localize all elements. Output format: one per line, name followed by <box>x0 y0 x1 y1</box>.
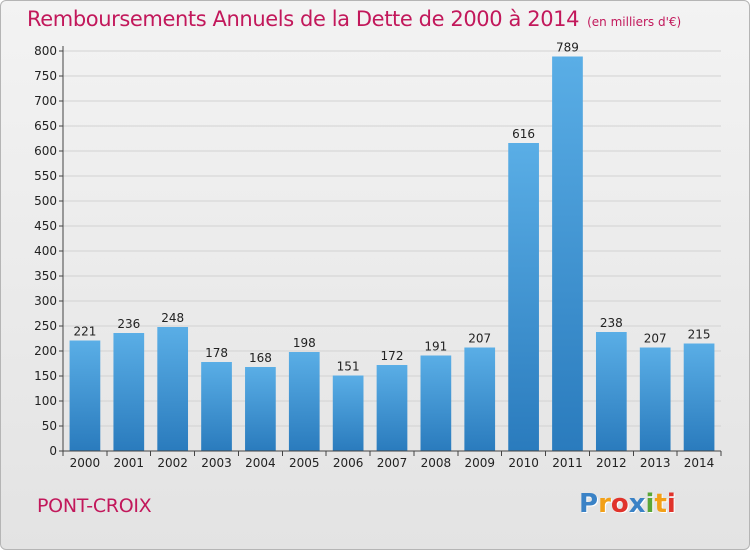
x-axis-ticks: 2000 2001 2002 2003 2004 2005 2006 2007 2008 2009… <box>62 451 722 470</box>
y-tick-label: 150 <box>34 369 57 383</box>
bar-2012 <box>595 332 627 451</box>
town-name: PONT-CROIX <box>37 495 152 517</box>
y-tick-label: 450 <box>34 219 57 233</box>
data-label-2011: 789 <box>556 41 579 55</box>
y-tick-label: 700 <box>34 94 57 108</box>
bar-2009 <box>464 347 496 451</box>
bar-2003 <box>201 362 232 451</box>
y-tick-label: 300 <box>34 294 57 308</box>
x-tick-label: 2010 <box>508 456 539 470</box>
x-tick-label: 2007 <box>377 456 408 470</box>
x-tick-label: 2013 <box>640 456 671 470</box>
data-label-2001: 236 <box>117 317 140 331</box>
bar-2001 <box>113 333 145 451</box>
bar-2007 <box>376 365 408 451</box>
y-tick-label: 400 <box>34 244 57 258</box>
logo-letter: i <box>666 489 676 519</box>
data-label-2008: 191 <box>424 340 447 354</box>
y-tick-label: 0 <box>49 444 57 458</box>
logo-letter: P <box>579 489 599 519</box>
bars <box>69 56 715 451</box>
logo-letter: o <box>610 489 629 519</box>
x-tick-label: 2001 <box>114 456 145 470</box>
chart-title-text: Remboursements Annuels de la Dette de 20… <box>27 7 580 31</box>
bar-2013 <box>639 347 671 451</box>
x-tick-label: 2000 <box>70 456 101 470</box>
bar-2006 <box>332 375 364 451</box>
y-tick-label: 750 <box>34 69 57 83</box>
logo-letter: t <box>654 489 667 519</box>
x-tick-label: 2011 <box>552 456 583 470</box>
data-label-2003: 178 <box>205 346 228 360</box>
data-label-2012: 238 <box>600 316 623 330</box>
x-tick-label: 2005 <box>289 456 320 470</box>
data-label-2006: 151 <box>337 360 360 374</box>
x-tick-label: 2009 <box>464 456 495 470</box>
logo-letter: r <box>598 489 611 519</box>
data-label-2010: 616 <box>512 127 535 141</box>
y-tick-label: 800 <box>34 44 57 58</box>
x-tick-label: 2004 <box>245 456 276 470</box>
bar-2002 <box>157 327 189 451</box>
y-tick-label: 550 <box>34 169 57 183</box>
y-tick-label: 50 <box>42 419 57 433</box>
logo-letter: x <box>628 489 646 519</box>
chart-title: Remboursements Annuels de la Dette de 20… <box>27 7 681 31</box>
data-label-2013: 207 <box>644 332 667 346</box>
chart-unit-note: (en milliers d'€) <box>587 15 682 29</box>
bar-2008 <box>420 355 452 451</box>
y-tick-label: 650 <box>34 119 57 133</box>
logo-letter: i <box>645 489 655 519</box>
bar-2014 <box>683 343 715 451</box>
y-tick-label: 200 <box>34 344 57 358</box>
y-tick-label: 350 <box>34 269 57 283</box>
y-axis-ticks: 0 50 100 150 200 250 300 350 400 450 500 550 600 650 7… <box>34 44 63 458</box>
x-tick-label: 2014 <box>684 456 715 470</box>
bar-2000 <box>69 340 101 451</box>
data-label-2014: 215 <box>688 328 711 342</box>
x-tick-label: 2012 <box>596 456 627 470</box>
data-label-2002: 248 <box>161 311 184 325</box>
bar-2010 <box>508 143 539 451</box>
data-label-2004: 168 <box>249 351 272 365</box>
y-tick-label: 250 <box>34 319 57 333</box>
x-tick-label: 2003 <box>201 456 232 470</box>
y-tick-label: 500 <box>34 194 57 208</box>
data-labels: 221 236 248 178 168 198 151 172 191 207 616 789 238 2… <box>73 41 710 374</box>
bar-2004 <box>245 367 276 451</box>
y-tick-label: 100 <box>34 394 57 408</box>
x-tick-label: 2008 <box>421 456 452 470</box>
axes <box>62 46 721 452</box>
data-label-2000: 221 <box>73 325 96 339</box>
data-label-2009: 207 <box>468 332 491 346</box>
data-label-2007: 172 <box>381 349 404 363</box>
y-tick-label: 600 <box>34 144 57 158</box>
bar-2011 <box>552 56 583 451</box>
x-tick-label: 2006 <box>333 456 364 470</box>
proxiti-logo: Proxiti <box>579 489 676 519</box>
data-label-2005: 198 <box>293 336 316 350</box>
bar-2005 <box>288 352 320 451</box>
x-tick-label: 2002 <box>157 456 188 470</box>
